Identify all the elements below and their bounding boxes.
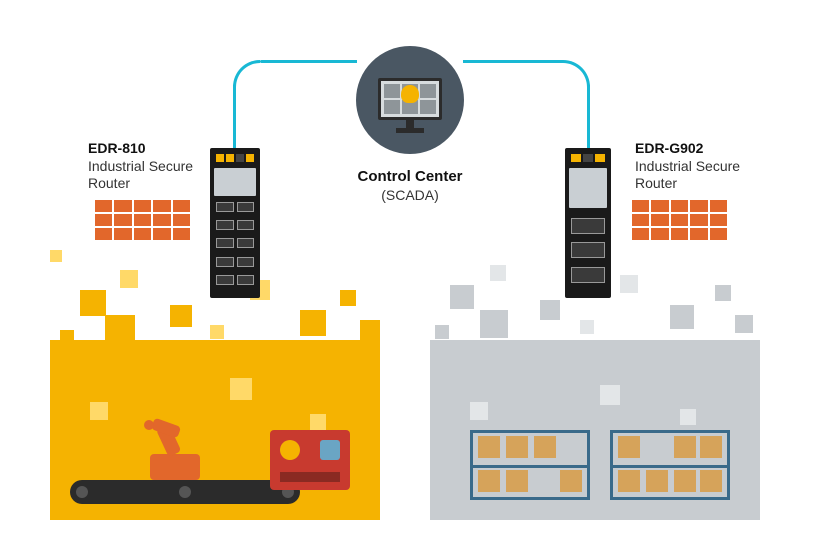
- right-router-title: EDR-G902: [635, 140, 740, 158]
- cable-left-h: [260, 60, 357, 63]
- network-diagram: EDR-810 Industrial Secure Router EDR-G90…: [0, 0, 820, 542]
- cable-right-arc: [563, 60, 590, 87]
- left-router-label: EDR-810 Industrial Secure Router: [88, 140, 193, 193]
- left-router-title: EDR-810: [88, 140, 193, 158]
- control-center-sub: (SCADA): [320, 187, 500, 205]
- router-left: [210, 148, 260, 298]
- firewall-left: [95, 200, 190, 240]
- operator-icon: [401, 85, 419, 103]
- conveyor-belt: [70, 480, 300, 504]
- control-center-title: Control Center: [320, 168, 500, 187]
- control-center-screen: [378, 78, 442, 120]
- left-router-line1: Industrial Secure: [88, 158, 193, 176]
- warehouse-shelf-1: [470, 430, 590, 500]
- warehouse-shelf-2: [610, 430, 730, 500]
- right-router-line2: Router: [635, 175, 740, 193]
- cable-left-v: [233, 85, 236, 148]
- right-router-label: EDR-G902 Industrial Secure Router: [635, 140, 740, 193]
- robot-arm: [140, 410, 210, 480]
- left-router-line2: Router: [88, 175, 193, 193]
- control-center-label: Control Center (SCADA): [320, 168, 500, 204]
- right-router-line1: Industrial Secure: [635, 158, 740, 176]
- factory-machine: [270, 430, 350, 490]
- cable-right-h: [463, 60, 563, 63]
- router-right: [565, 148, 611, 298]
- screen-stand-base: [396, 128, 424, 133]
- firewall-right: [632, 200, 727, 240]
- screen-stand-neck: [406, 120, 414, 128]
- cable-left-arc: [233, 60, 260, 87]
- cable-right-v: [587, 85, 590, 148]
